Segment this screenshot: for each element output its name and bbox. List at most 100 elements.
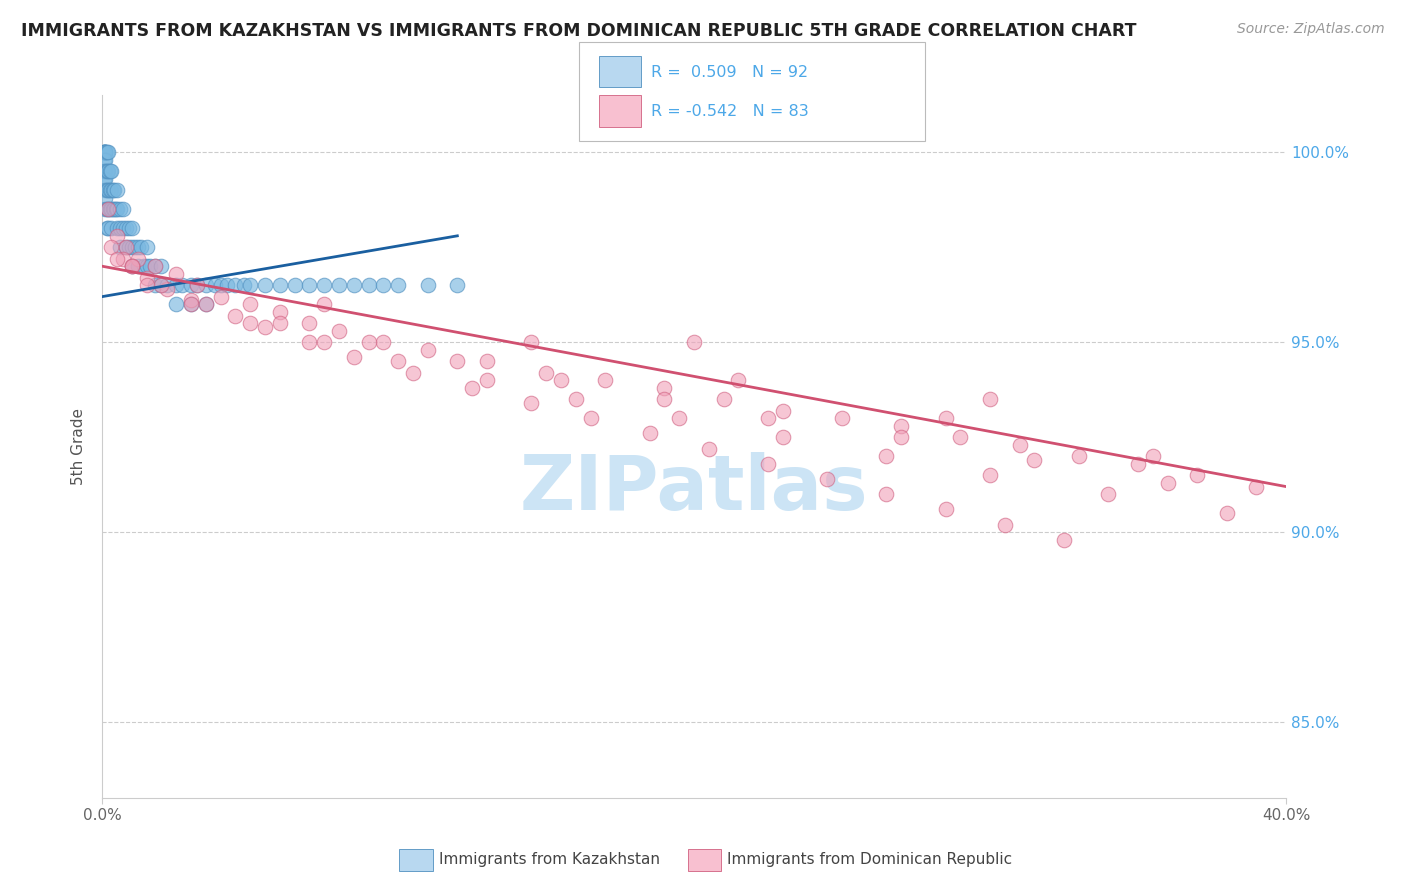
Y-axis label: 5th Grade: 5th Grade (72, 409, 86, 485)
Point (150, 278, 173, 293)
Point (875, 449, 897, 463)
Point (111, 202, 134, 217)
Point (994, 517, 1017, 532)
Point (100, 240, 122, 254)
Point (118, 221, 141, 235)
Point (314, 335, 336, 350)
Point (97, 164, 120, 178)
Point (121, 259, 143, 273)
Point (373, 278, 395, 293)
Point (475, 354, 498, 368)
Point (831, 411, 853, 425)
Point (93, 145, 115, 160)
Point (233, 278, 256, 293)
Point (239, 297, 262, 311)
Point (180, 297, 202, 311)
Point (534, 366, 557, 380)
Point (97, 202, 120, 217)
Point (343, 278, 366, 293)
Point (1097, 487, 1119, 501)
Point (96, 221, 118, 235)
Point (180, 297, 202, 311)
Point (595, 373, 617, 387)
Point (194, 278, 217, 293)
Point (94, 145, 117, 160)
Point (100, 202, 122, 217)
Point (269, 278, 291, 293)
Point (115, 240, 138, 254)
Point (979, 468, 1001, 483)
Point (145, 259, 167, 273)
Point (132, 259, 155, 273)
Point (224, 278, 246, 293)
Point (186, 278, 208, 293)
Point (145, 278, 167, 293)
Point (94, 153, 117, 167)
Point (127, 252, 149, 266)
Point (115, 240, 138, 254)
Point (97, 221, 120, 235)
Point (298, 278, 321, 293)
Point (105, 228, 128, 243)
Point (269, 305, 291, 319)
Point (118, 240, 141, 254)
Point (96, 164, 118, 178)
Text: Immigrants from Dominican Republic: Immigrants from Dominican Republic (727, 853, 1012, 867)
Point (772, 430, 794, 444)
Point (145, 259, 167, 273)
Point (100, 183, 122, 197)
Point (150, 278, 173, 293)
Point (93, 153, 115, 167)
Point (209, 290, 232, 304)
Point (949, 430, 972, 444)
Point (935, 411, 957, 425)
Point (373, 335, 395, 350)
Point (298, 316, 321, 330)
Point (890, 430, 912, 444)
Point (1142, 449, 1164, 463)
Point (97, 145, 120, 160)
Point (668, 411, 690, 425)
Point (108, 221, 131, 235)
Point (194, 297, 217, 311)
Point (298, 335, 321, 350)
Point (357, 278, 380, 293)
Point (104, 202, 127, 217)
Point (638, 426, 661, 441)
Text: R = -0.542   N = 83: R = -0.542 N = 83 (651, 104, 808, 119)
Point (115, 221, 138, 235)
Point (97, 202, 120, 217)
Point (979, 392, 1001, 407)
Point (654, 392, 676, 407)
Point (1216, 506, 1239, 520)
Point (1053, 533, 1076, 547)
Point (94, 191, 117, 205)
Point (105, 183, 128, 197)
Point (100, 221, 122, 235)
Point (328, 324, 350, 338)
Point (98, 202, 121, 217)
Point (124, 240, 146, 254)
Point (94, 202, 117, 217)
Point (756, 457, 779, 471)
Point (239, 316, 262, 330)
Point (94, 172, 117, 186)
Point (1126, 457, 1149, 471)
Point (239, 278, 262, 293)
Point (194, 297, 217, 311)
Point (105, 221, 128, 235)
Point (1008, 438, 1031, 452)
Point (100, 164, 122, 178)
Point (387, 354, 409, 368)
Point (129, 240, 152, 254)
Point (935, 502, 957, 516)
Point (186, 278, 208, 293)
Point (654, 381, 676, 395)
Point (135, 270, 157, 285)
Point (97, 183, 120, 197)
Point (520, 335, 543, 350)
Point (204, 278, 226, 293)
Point (416, 343, 439, 357)
Point (253, 278, 276, 293)
Point (165, 297, 187, 311)
